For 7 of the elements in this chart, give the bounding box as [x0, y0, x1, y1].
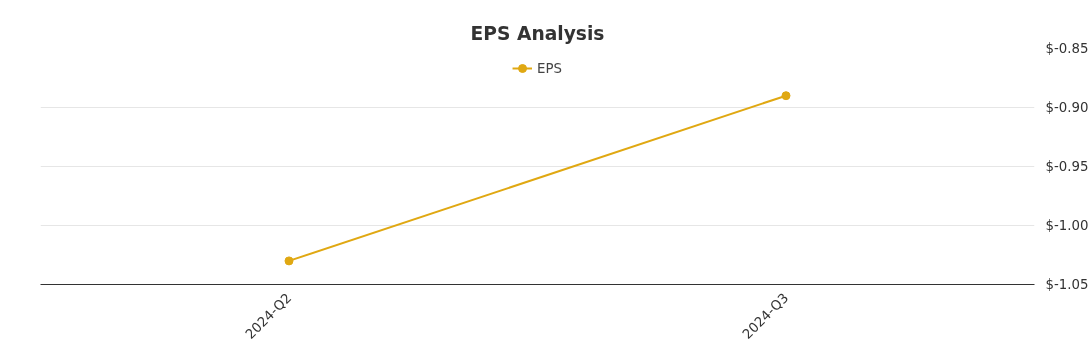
- chart-title: EPS Analysis: [470, 22, 605, 44]
- legend-label: EPS: [537, 60, 562, 76]
- y-tick-label: $-0.95: [1045, 159, 1089, 174]
- y-tick-label: $-1.05: [1045, 277, 1089, 292]
- y-tick-label: $-1.00: [1045, 218, 1089, 233]
- y-tick-label: $-0.85: [1045, 41, 1089, 56]
- y-tick-label: $-0.90: [1045, 100, 1089, 115]
